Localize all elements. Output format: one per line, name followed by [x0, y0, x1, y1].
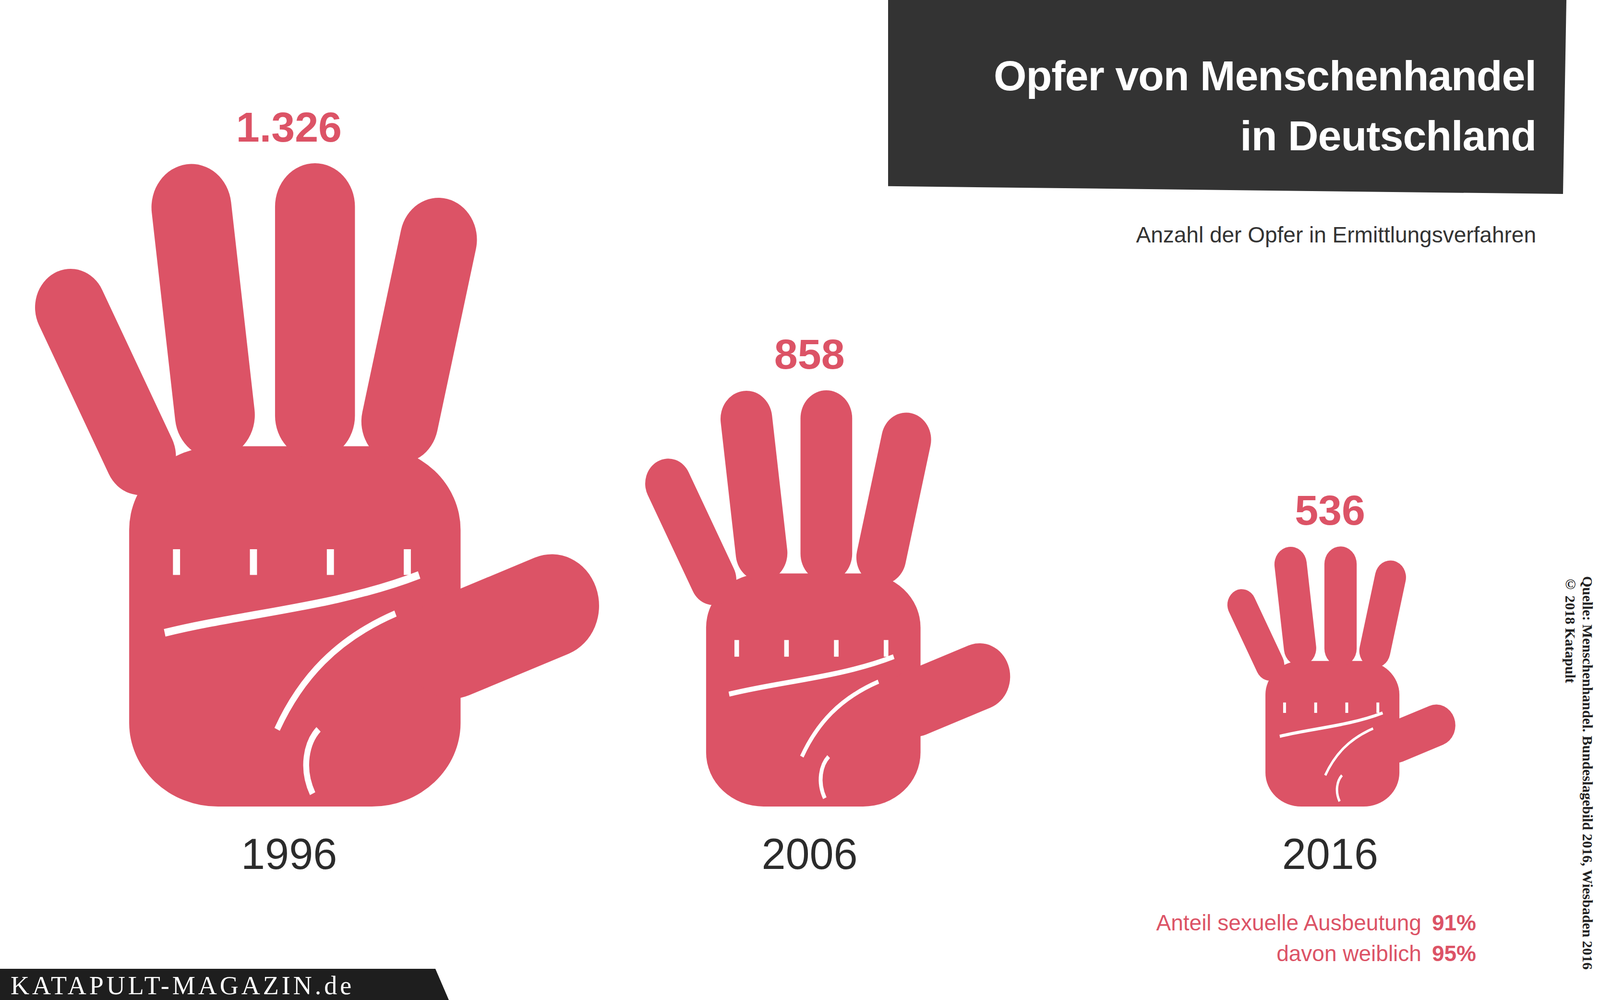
svg-text:1996: 1996: [240, 830, 337, 879]
svg-text:536: 536: [1294, 486, 1366, 534]
svg-text:1.326: 1.326: [236, 103, 342, 151]
html-text:Anzahl der Opfer in Ermittlung: Anzahl der Opfer in Ermittlungsverfahren: [1136, 222, 1537, 248]
svg-text:858: 858: [774, 330, 845, 378]
html-text:91%: 91%: [1431, 910, 1477, 936]
html-text:© 2018 Katapult: © 2018 Katapult: [1562, 576, 1579, 684]
svg-text:2016: 2016: [1282, 830, 1379, 879]
html-text:Quelle: Menschenhandel. Bundes: Quelle: Menschenhandel. Bundeslagebild 2…: [1579, 576, 1596, 970]
html-text:davon weiblich: davon weiblich: [1276, 940, 1422, 966]
html-text:KATAPULT-MAGAZIN.de: KATAPULT-MAGAZIN.de: [10, 971, 355, 1000]
html-text:95%: 95%: [1431, 940, 1477, 966]
html-text:Opfer von Menschenhandel in De: Opfer von Menschenhandel in Deutschland: [993, 51, 1537, 160]
svg-text:2006: 2006: [761, 830, 858, 879]
html-text:Anteil sexuelle Ausbeutung: Anteil sexuelle Ausbeutung: [1156, 910, 1422, 936]
